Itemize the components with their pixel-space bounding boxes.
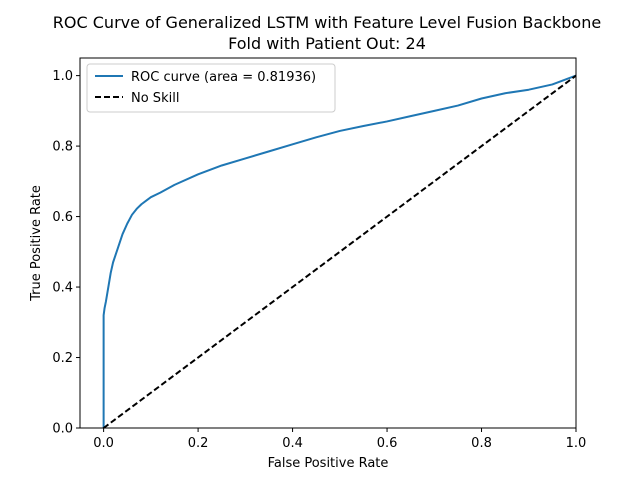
y-tick-label: 0.4	[52, 281, 73, 296]
y-tick-label: 0.8	[52, 140, 73, 155]
plot-frame	[79, 57, 577, 429]
y-tick-label: 0.2	[52, 351, 73, 366]
legend-label-roc: ROC curve (area = 0.81936)	[131, 70, 316, 85]
y-tick-label: 0.0	[52, 422, 73, 437]
x-tick-label: 0.4	[282, 436, 303, 451]
chart-title: ROC Curve of Generalized LSTM with Featu…	[53, 13, 601, 32]
legend: ROC curve (area = 0.81936) No Skill	[86, 63, 336, 113]
series-line-roc	[102, 74, 577, 428]
x-tick-label: 0.6	[377, 436, 398, 451]
series-line-no-skill	[103, 74, 577, 429]
y-axis-label: True Positive Rate	[29, 185, 44, 302]
legend-label-no-skill: No Skill	[131, 91, 179, 106]
chart-subtitle: Fold with Patient Out: 24	[228, 34, 426, 53]
plot-lines	[102, 74, 577, 429]
legend-box	[86, 63, 336, 113]
axis-ticks: 0.0 0.2 0.4 0.6 0.8 1.0 0.0 0.2 0.4 0.6 0.8 1.0	[52, 69, 586, 451]
y-tick-label: 1.0	[52, 69, 73, 84]
y-tick-label: 0.6	[52, 210, 73, 225]
x-tick-label: 1.0	[566, 436, 587, 451]
x-tick-label: 0.2	[188, 436, 209, 451]
x-tick-label: 0.8	[471, 436, 492, 451]
x-axis-label: False Positive Rate	[268, 456, 389, 471]
x-tick-label: 0.0	[93, 436, 114, 451]
